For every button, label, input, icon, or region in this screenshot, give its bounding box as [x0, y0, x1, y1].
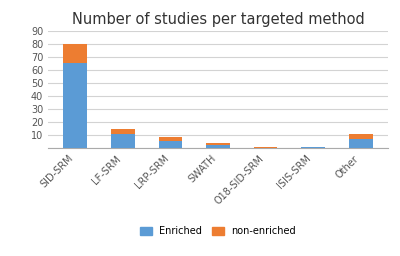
Bar	[111, 134, 135, 148]
Bar	[64, 63, 87, 148]
Bar	[301, 147, 325, 148]
Bar	[349, 139, 372, 148]
Legend: Enriched, non-enriched: Enriched, non-enriched	[140, 226, 296, 236]
Bar	[206, 143, 230, 145]
Bar	[254, 147, 278, 148]
Bar	[158, 137, 182, 141]
Title: Number of studies per targeted method: Number of studies per targeted method	[72, 12, 364, 27]
Bar	[158, 141, 182, 148]
Bar	[349, 134, 372, 139]
Bar	[64, 44, 87, 63]
Bar	[206, 145, 230, 148]
Bar	[111, 129, 135, 134]
